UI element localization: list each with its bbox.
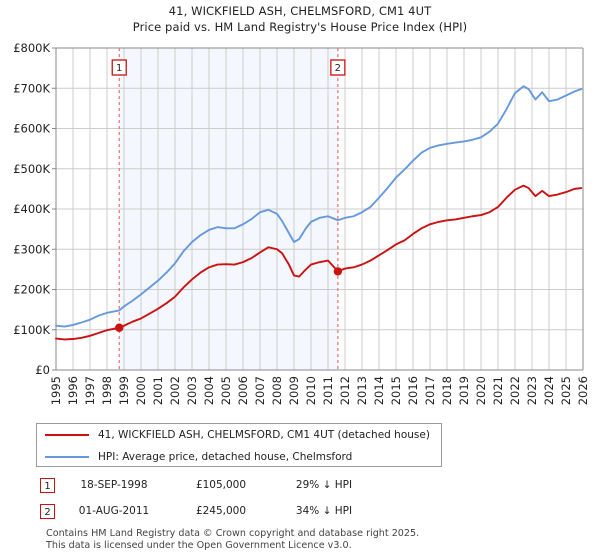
- y-tick-label: £0: [35, 363, 50, 377]
- x-tick-label: 2008: [270, 376, 284, 405]
- transaction-marker-2: 2: [40, 503, 55, 519]
- x-tick-label: 2014: [372, 376, 386, 405]
- y-tick-label: £800K: [13, 41, 50, 55]
- price-paid-line: [55, 184, 583, 341]
- page-subtitle: Price paid vs. HM Land Registry's House …: [132, 20, 468, 34]
- x-tick-label: 1999: [117, 376, 131, 405]
- annotation-marker-box: [330, 59, 346, 76]
- legend-label-hpi: HPI: Average price, detached house, Chel…: [98, 451, 353, 463]
- x-tick-label: 2009: [287, 376, 301, 405]
- legend-label-price-paid: 41, WICKFIELD ASH, CHELMSFORD, CM1 4UT (…: [98, 429, 430, 441]
- x-tick-label: 2003: [185, 376, 199, 405]
- transaction-price-1: £105,000: [195, 479, 247, 491]
- y-tick-label: £400K: [13, 202, 50, 216]
- x-tick-label: 2020: [474, 376, 488, 405]
- hpi-line: [55, 85, 583, 328]
- x-tick-label: 2019: [457, 376, 471, 405]
- page-title: 41, WICKFIELD ASH, CHELMSFORD, CM1 4UT: [168, 4, 432, 18]
- x-tick-label: 2015: [389, 376, 403, 405]
- footer-line-1: Contains HM Land Registry data © Crown c…: [46, 528, 420, 539]
- x-tick-label: 2021: [491, 376, 505, 405]
- x-tick-label: 2005: [219, 376, 233, 405]
- x-tick-label: 2002: [168, 376, 182, 405]
- annotation-marker-box: [111, 59, 127, 76]
- legend-swatch-price-paid: [45, 434, 89, 436]
- annotation-marker-label: 1: [116, 63, 122, 74]
- x-tick-label: 2026: [576, 376, 590, 405]
- x-tick-label: 2004: [202, 376, 216, 405]
- transaction-marker-1: 1: [40, 477, 55, 493]
- x-tick-label: 2001: [151, 376, 165, 405]
- legend-item-hpi: HPI: Average price, detached house, Chel…: [37, 446, 441, 468]
- legend-item-price-paid: 41, WICKFIELD ASH, CHELMSFORD, CM1 4UT (…: [37, 424, 441, 446]
- transaction-hpi-delta-2: 34% ↓ HPI: [295, 505, 353, 517]
- x-tick-label: 2006: [236, 376, 250, 405]
- x-tick-label: 1998: [100, 376, 114, 405]
- transaction-price-2: £245,000: [195, 505, 247, 517]
- x-tick-label: 1996: [66, 376, 80, 405]
- annotation-marker-label: 2: [335, 63, 341, 74]
- y-tick-label: £100K: [13, 323, 50, 337]
- x-tick-label: 1995: [49, 376, 63, 405]
- y-tick-label: £300K: [13, 242, 50, 256]
- table-row: 2 01-AUG-2011 £245,000 34% ↓ HPI: [40, 498, 460, 524]
- transaction-hpi-delta-1: 29% ↓ HPI: [295, 479, 353, 491]
- x-tick-label: 2013: [355, 376, 369, 405]
- chart-legend: 41, WICKFIELD ASH, CHELMSFORD, CM1 4UT (…: [36, 423, 442, 467]
- x-tick-label: 2012: [338, 376, 352, 405]
- y-tick-label: £500K: [13, 162, 50, 176]
- attribution-footer: Contains HM Land Registry data © Crown c…: [46, 528, 586, 551]
- x-tick-label: 2017: [423, 376, 437, 405]
- x-tick-label: 2000: [134, 376, 148, 405]
- annotation-point: [115, 323, 124, 332]
- transaction-date-1: 18-SEP-1998: [80, 479, 148, 491]
- x-tick-label: 2011: [321, 376, 335, 405]
- transaction-date-2: 01-AUG-2011: [78, 505, 150, 517]
- x-tick-label: 2022: [508, 376, 522, 405]
- table-row: 1 18-SEP-1998 £105,000 29% ↓ HPI: [40, 472, 460, 498]
- y-tick-label: £700K: [13, 81, 50, 95]
- x-tick-label: 2016: [406, 376, 420, 405]
- y-tick-label: £200K: [13, 283, 50, 297]
- transactions-table: 1 18-SEP-1998 £105,000 29% ↓ HPI 2 01-AU…: [40, 472, 460, 524]
- x-tick-label: 1997: [83, 376, 97, 405]
- footer-line-2: This data is licensed under the Open Gov…: [46, 539, 352, 551]
- x-tick-label: 2010: [304, 376, 318, 405]
- price-history-chart: £0 £100K £200K £300K £400K £500K £600K £700K £80…: [13, 41, 590, 405]
- y-tick-label: £600K: [13, 122, 50, 136]
- annotation-point: [333, 267, 343, 276]
- x-tick-label: 2025: [559, 376, 573, 405]
- legend-swatch-hpi: [45, 456, 89, 458]
- x-tick-label: 2023: [525, 376, 539, 405]
- x-tick-label: 2018: [440, 376, 454, 405]
- x-tick-label: 2024: [542, 376, 556, 405]
- x-tick-label: 2007: [253, 376, 267, 405]
